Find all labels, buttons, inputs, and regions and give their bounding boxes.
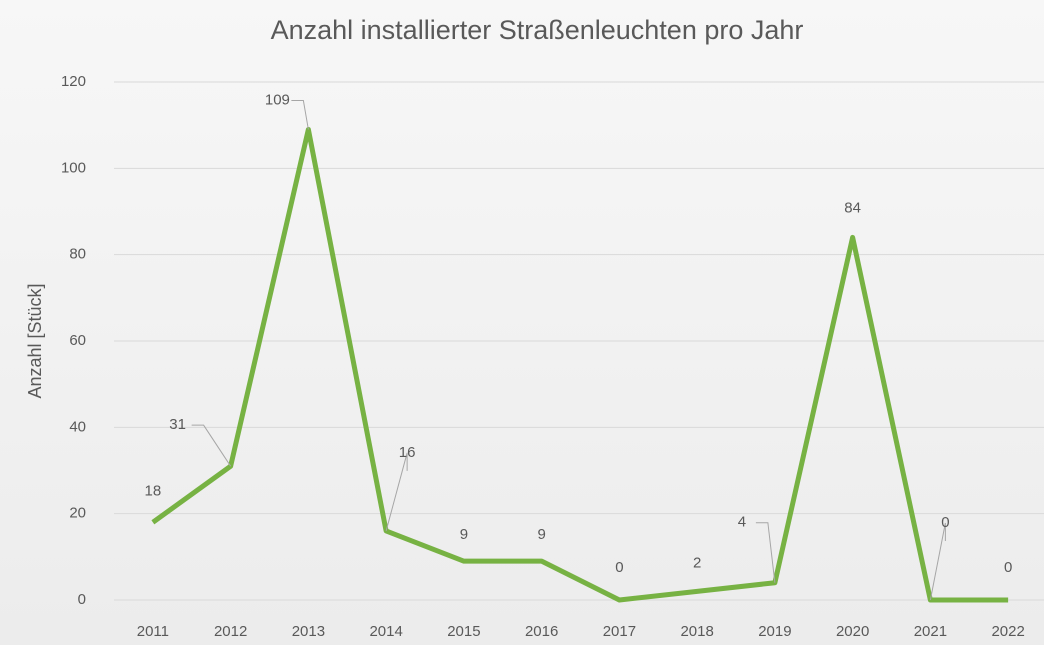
leader-line [291, 99, 309, 130]
data-label: 16 [399, 444, 416, 461]
x-tick-label: 2022 [991, 623, 1024, 640]
x-tick-label: 2015 [447, 623, 480, 640]
data-label: 109 [265, 91, 290, 108]
data-label: 0 [941, 514, 949, 531]
data-label: 84 [844, 199, 861, 216]
data-label: 2 [693, 554, 701, 571]
y-tick-label: 0 [78, 591, 86, 608]
data-label: 0 [615, 559, 623, 576]
leader-line [385, 452, 408, 532]
x-tick-label: 2014 [369, 623, 402, 640]
leader-line [191, 424, 232, 467]
data-label: 9 [537, 526, 545, 543]
x-tick-label: 2020 [836, 623, 869, 640]
x-tick-label: 2011 [137, 623, 169, 640]
data-label: 18 [145, 482, 162, 499]
y-axis-label: Anzahl [Stück] [25, 283, 45, 398]
y-tick-label: 20 [69, 505, 86, 522]
data-label: 31 [169, 416, 186, 433]
leader-line [929, 522, 946, 601]
x-tick-label: 2012 [214, 623, 247, 640]
x-tick-label: 2021 [914, 623, 947, 640]
y-tick-label: 120 [61, 73, 86, 90]
y-tick-label: 80 [69, 246, 86, 263]
x-tick-label: 2017 [603, 623, 636, 640]
y-tick-label: 100 [61, 159, 86, 176]
leader-line [755, 522, 776, 583]
line-series [151, 126, 1009, 603]
x-tick-label: 2016 [525, 623, 558, 640]
chart-title: Anzahl installierter Straßenleuchten pro… [271, 15, 804, 45]
data-label: 4 [738, 514, 746, 531]
y-tick-label: 60 [69, 332, 86, 349]
data-label: 9 [460, 526, 468, 543]
x-tick-label: 2019 [758, 623, 791, 640]
data-label: 0 [1004, 559, 1012, 576]
x-tick-label: 2018 [680, 623, 713, 640]
x-tick-label: 2013 [292, 623, 325, 640]
y-tick-label: 40 [69, 418, 86, 435]
